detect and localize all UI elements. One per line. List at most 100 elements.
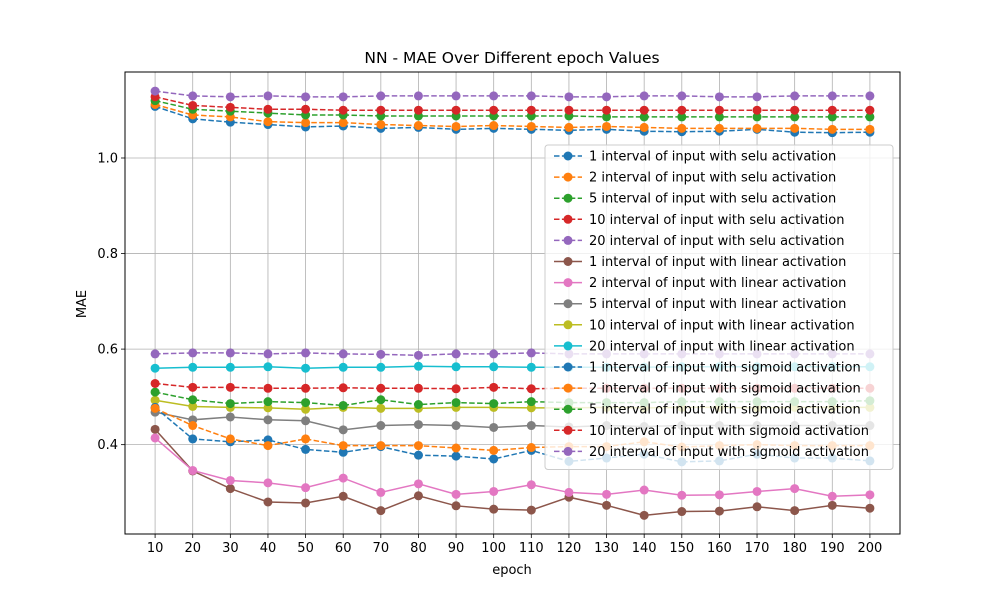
legend-label: 20 interval of input with sigmoid activa… (589, 445, 869, 460)
data-point (413, 479, 423, 489)
x-tick-label: 20 (184, 541, 201, 556)
data-point (489, 399, 499, 409)
data-point (827, 500, 837, 510)
legend-item: 20 interval of input with sigmoid activa… (554, 445, 869, 460)
data-point (301, 398, 311, 408)
legend-label: 5 interval of input with sigmoid activat… (589, 403, 861, 418)
legend-swatch-marker (563, 193, 573, 203)
x-tick-label: 70 (373, 541, 390, 556)
data-point (602, 105, 612, 115)
data-point (526, 480, 536, 490)
legend-swatch-marker (563, 404, 573, 414)
data-point (225, 92, 235, 102)
data-point (752, 486, 762, 496)
data-point (263, 403, 273, 413)
data-point (150, 86, 160, 96)
data-point (451, 398, 461, 408)
legend-swatch-marker (563, 235, 573, 245)
data-point (827, 91, 837, 101)
data-point (714, 92, 724, 102)
x-tick-label: 180 (782, 541, 807, 556)
y-tick-label: 0.4 (97, 438, 118, 453)
data-point (451, 501, 461, 511)
data-point (413, 400, 423, 410)
legend-label: 2 interval of input with linear activati… (589, 276, 846, 291)
legend-swatch-marker (563, 214, 573, 224)
data-point (865, 105, 875, 115)
data-point (827, 124, 837, 134)
data-point (865, 91, 875, 101)
y-axis-label: MAE (75, 290, 90, 318)
data-point (489, 445, 499, 455)
data-point (489, 486, 499, 496)
data-point (376, 395, 386, 405)
data-point (827, 105, 837, 115)
legend-label: 20 interval of input with selu activatio… (589, 234, 844, 249)
data-point (188, 91, 198, 101)
legend-label: 10 interval of input with linear activat… (589, 318, 855, 333)
data-point (413, 91, 423, 101)
data-point (188, 382, 198, 392)
data-point (451, 384, 461, 394)
x-tick-label: 40 (260, 541, 277, 556)
x-tick-label: 10 (147, 541, 164, 556)
data-point (301, 348, 311, 358)
data-point (526, 348, 536, 358)
legend-label: 2 interval of input with selu activation (589, 171, 836, 186)
data-point (225, 434, 235, 444)
x-tick-label: 190 (820, 541, 845, 556)
data-point (827, 112, 837, 122)
data-point (451, 489, 461, 499)
series-6 (150, 424, 875, 520)
data-point (263, 91, 273, 101)
legend-swatch-marker (563, 362, 573, 372)
y-tick-label: 0.8 (97, 247, 118, 262)
data-point (489, 91, 499, 101)
x-tick-label: 150 (669, 541, 694, 556)
data-point (790, 105, 800, 115)
x-tick-label: 90 (448, 541, 465, 556)
data-point (602, 500, 612, 510)
data-point (677, 507, 687, 517)
data-point (376, 362, 386, 372)
legend-swatch-marker (563, 151, 573, 161)
data-point (639, 91, 649, 101)
data-point (263, 497, 273, 507)
data-point (639, 105, 649, 115)
legend-item: 5 interval of input with linear activati… (554, 297, 846, 312)
data-point (752, 112, 762, 122)
data-point (376, 105, 386, 115)
x-tick-label: 170 (745, 541, 770, 556)
legend-label: 1 interval of input with selu activation (589, 150, 836, 165)
data-point (338, 118, 348, 128)
chart-title: NN - MAE Over Different epoch Values (364, 49, 659, 67)
data-point (263, 104, 273, 114)
data-point (790, 506, 800, 516)
x-tick-label: 80 (410, 541, 427, 556)
x-axis-label: epoch (492, 563, 532, 578)
y-tick-label: 0.6 (97, 343, 118, 358)
legend-box (544, 144, 894, 470)
data-point (489, 382, 499, 392)
data-point (677, 490, 687, 500)
data-point (714, 490, 724, 500)
data-point (225, 348, 235, 358)
data-point (526, 505, 536, 515)
data-point (451, 443, 461, 453)
data-point (865, 490, 875, 500)
legend-swatch-marker (563, 257, 573, 266)
x-tick-label: 120 (557, 541, 582, 556)
data-point (263, 383, 273, 393)
data-point (338, 473, 348, 483)
data-point (677, 91, 687, 101)
legend-swatch-marker (563, 299, 573, 309)
data-point (526, 105, 536, 115)
legend-swatch-marker (563, 320, 573, 330)
data-point (602, 489, 612, 499)
data-point (263, 349, 273, 359)
legend-label: 10 interval of input with selu activatio… (589, 213, 844, 228)
data-point (338, 491, 348, 501)
series-line (154, 103, 870, 131)
data-point (301, 498, 311, 508)
legend-item: 20 interval of input with selu activatio… (554, 234, 844, 249)
